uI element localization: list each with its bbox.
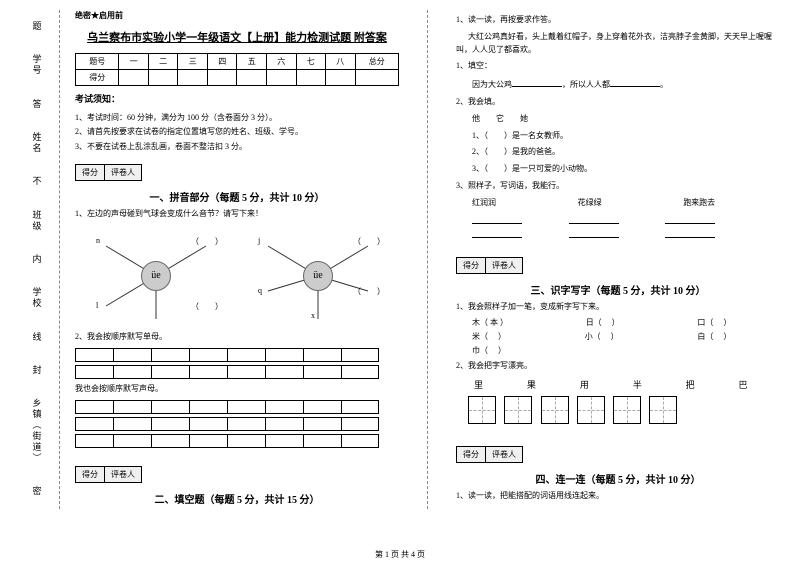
center-circle: üe [141, 261, 171, 291]
char-grid [649, 396, 677, 424]
grader-label: 评卷人 [485, 446, 523, 463]
instr-line: 3、不要在试卷上乱涂乱画，卷面不整洁扣 3 分。 [75, 140, 399, 154]
grader-box: 得分 评卷人 [456, 257, 523, 274]
right-column: 1、读一读，再按要求作答。 大红公鸡真好看，头上戴着红帽子，身上穿着花外衣，洁亮… [456, 10, 780, 509]
ray-label: q [258, 286, 262, 295]
question-text: 1、读一读，把能搭配的词语用线连起来。 [456, 490, 780, 503]
page-footer: 第 1 页 共 4 页 [0, 549, 800, 560]
char-grid [577, 396, 605, 424]
answer-grid [75, 348, 399, 362]
section-3-title: 三、识字写字（每题 5 分，共计 10 分） [456, 282, 780, 297]
grader-label: 评卷人 [485, 257, 523, 274]
sidebar-field: 学校 [31, 287, 44, 309]
char-grid [504, 396, 532, 424]
answer-grid [75, 365, 399, 379]
instr-line: 1、考试时间：60 分钟，满分为 100 分（含卷面分 3 分）。 [75, 111, 399, 125]
sidebar-field: 乡镇（街道） [31, 398, 44, 464]
grader-box: 得分 评卷人 [456, 446, 523, 463]
th: 七 [296, 54, 326, 70]
question-text: 1、读一读，再按要求作答。 [456, 14, 780, 27]
answer-grid [75, 400, 399, 414]
char-row: 米（ ）小（ ）白（ ） [456, 331, 731, 342]
fill-line: 2、（ ）是我的爸爸。 [456, 146, 780, 159]
word-examples: 红润润花绿绿跑来跑去 [456, 197, 715, 210]
score-label: 得分 [456, 257, 485, 274]
score-label: 得分 [456, 446, 485, 463]
question-text: 我也会按顺序默写声母。 [75, 383, 399, 396]
sidebar-label: 线 [31, 332, 44, 343]
blank-row [456, 214, 715, 224]
section-2-title: 二、填空题（每题 5 分，共计 15 分） [75, 491, 399, 506]
sidebar-label: 密 [31, 486, 44, 497]
sidebar-field: 班级 [31, 210, 44, 232]
td: 得分 [76, 70, 119, 86]
sub-question: 1、填空： [456, 60, 780, 73]
fill-blank-line: 因为大公鸡，所以人人都。 [456, 77, 780, 92]
ray-label: l [96, 301, 98, 310]
char-header-row: 里果用 半把巴 [456, 378, 748, 391]
sidebar-label: 内 [31, 254, 44, 265]
section-4-title: 四、连一连（每题 5 分，共计 10 分） [456, 471, 780, 486]
question-text: 2、我会按顺序默写单母。 [75, 331, 399, 344]
question-text: 1、左边的声母碰到气球会变成什么音节？请写下来！ [75, 208, 399, 221]
diagram-2: üe j（ ） q（ ） x [248, 231, 388, 321]
th: 题号 [76, 54, 119, 70]
sidebar-label: 答 [31, 99, 44, 110]
grader-box: 得分 评卷人 [75, 466, 142, 483]
th: 八 [326, 54, 356, 70]
char-grid [468, 396, 496, 424]
ray-label: x [311, 311, 315, 320]
fill-line: 1、（ ）是一名女教师。 [456, 130, 780, 143]
ray-label: n [96, 236, 100, 245]
question-text: 2、我会把字写漂亮。 [456, 360, 780, 373]
th: 四 [207, 54, 237, 70]
secret-label: 绝密★启用前 [75, 10, 399, 21]
th: 三 [178, 54, 208, 70]
score-table: 题号 一 二 三 四 五 六 七 八 总分 得分 [75, 53, 399, 86]
instructions-head: 考试须知： [75, 92, 399, 105]
ray-label: j [258, 236, 260, 245]
char-row: 木（ 本 ）日（ ）口（ ） [456, 317, 731, 328]
sidebar-label: 封 [31, 365, 44, 376]
score-label: 得分 [75, 466, 104, 483]
center-circle: üe [303, 261, 333, 291]
sidebar-field: 学号 [31, 54, 44, 76]
left-column: 绝密★启用前 乌兰察布市实验小学一年级语文【上册】能力检测试题 附答案 题号 一… [75, 10, 399, 509]
th: 一 [119, 54, 149, 70]
passage-text: 大红公鸡真好看，头上戴着红帽子，身上穿着花外衣，洁亮脖子金黄脚，天天早上喔喔叫，… [456, 31, 780, 57]
th: 五 [237, 54, 267, 70]
word-options: 他 它 她 [456, 113, 780, 126]
score-label: 得分 [75, 164, 104, 181]
binding-sidebar: 题 学号 答 姓名 不 班级 内 学校 线 封 乡镇（街道） 密 [20, 10, 60, 509]
th: 二 [148, 54, 178, 70]
th: 总分 [355, 54, 398, 70]
sidebar-field: 姓名 [31, 132, 44, 154]
th: 六 [266, 54, 296, 70]
char-grid [613, 396, 641, 424]
question-text: 1、我会照样子加一笔，变成新字写下来。 [456, 301, 780, 314]
instructions: 1、考试时间：60 分钟，满分为 100 分（含卷面分 3 分）。 2、请首先按… [75, 111, 399, 154]
pinyin-diagrams: üe n（ ） l（ ） üe j（ ） q（ ） x [75, 231, 399, 321]
grader-label: 评卷人 [104, 164, 142, 181]
diagram-1: üe n（ ） l（ ） [86, 231, 226, 321]
instr-line: 2、请首先按要求在试卷的指定位置填写您的姓名、班级、学号。 [75, 125, 399, 139]
char-grid [541, 396, 569, 424]
char-row: 巾（ ） [456, 345, 731, 356]
sidebar-label: 题 [31, 21, 44, 32]
answer-grid [75, 434, 399, 448]
grader-box: 得分 评卷人 [75, 164, 142, 181]
fill-line: 3、（ ）是一只可爱的小动物。 [456, 163, 780, 176]
question-text: 2、我会填。 [456, 96, 780, 109]
writing-grid-row [456, 396, 780, 426]
exam-title: 乌兰察布市实验小学一年级语文【上册】能力检测试题 附答案 [75, 29, 399, 45]
blank-row [456, 228, 715, 238]
grader-label: 评卷人 [104, 466, 142, 483]
answer-grid [75, 417, 399, 431]
question-text: 3、照样子，写词语，我能行。 [456, 180, 780, 193]
section-1-title: 一、拼音部分（每题 5 分，共计 10 分） [75, 189, 399, 204]
sidebar-label: 不 [31, 176, 44, 187]
